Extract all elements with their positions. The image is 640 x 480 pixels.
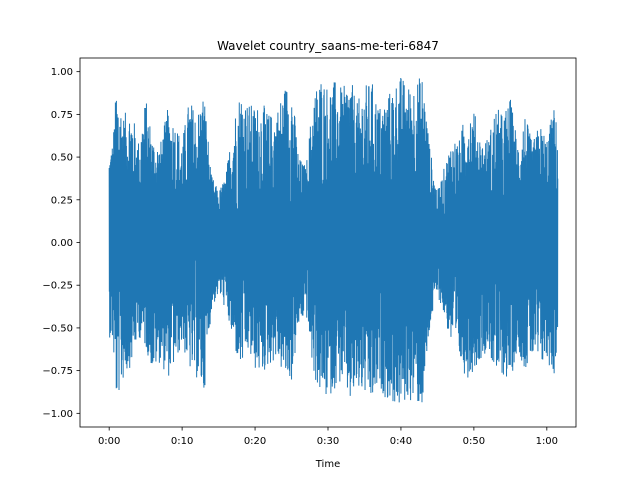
x-axis-label: Time — [315, 459, 340, 470]
x-tick-label: 1:00 — [536, 436, 558, 447]
y-tick-label: −1.00 — [42, 409, 73, 420]
y-tick-label: 0.50 — [51, 153, 73, 164]
y-tick-label: −0.50 — [42, 323, 73, 334]
x-tick-label: 0:00 — [98, 436, 120, 447]
y-tick-label: 1.00 — [51, 67, 73, 78]
x-tick-label: 0:20 — [244, 436, 266, 447]
y-tick-label: 0.00 — [51, 238, 73, 249]
chart-title: Wavelet country_saans-me-teri-6847 — [217, 39, 439, 53]
waveform-series-0 — [108, 78, 559, 403]
y-tick-label: −0.75 — [42, 366, 73, 377]
x-tick-label: 0:30 — [317, 436, 339, 447]
x-axis: 0:00 0:10 0:20 0:30 0:40 0:50 1:00 — [98, 427, 558, 447]
plot-area — [108, 78, 559, 403]
y-axis: 1.00 0.75 0.50 0.25 0.00 −0.25 −0.50 −0.75 −1.00 — [42, 67, 80, 420]
x-tick-label: 0:40 — [390, 436, 412, 447]
y-tick-label: −0.25 — [42, 281, 73, 292]
x-tick-label: 0:10 — [171, 436, 193, 447]
y-tick-label: 0.75 — [51, 110, 73, 121]
y-tick-label: 0.25 — [51, 195, 73, 206]
x-tick-label: 0:50 — [463, 436, 485, 447]
